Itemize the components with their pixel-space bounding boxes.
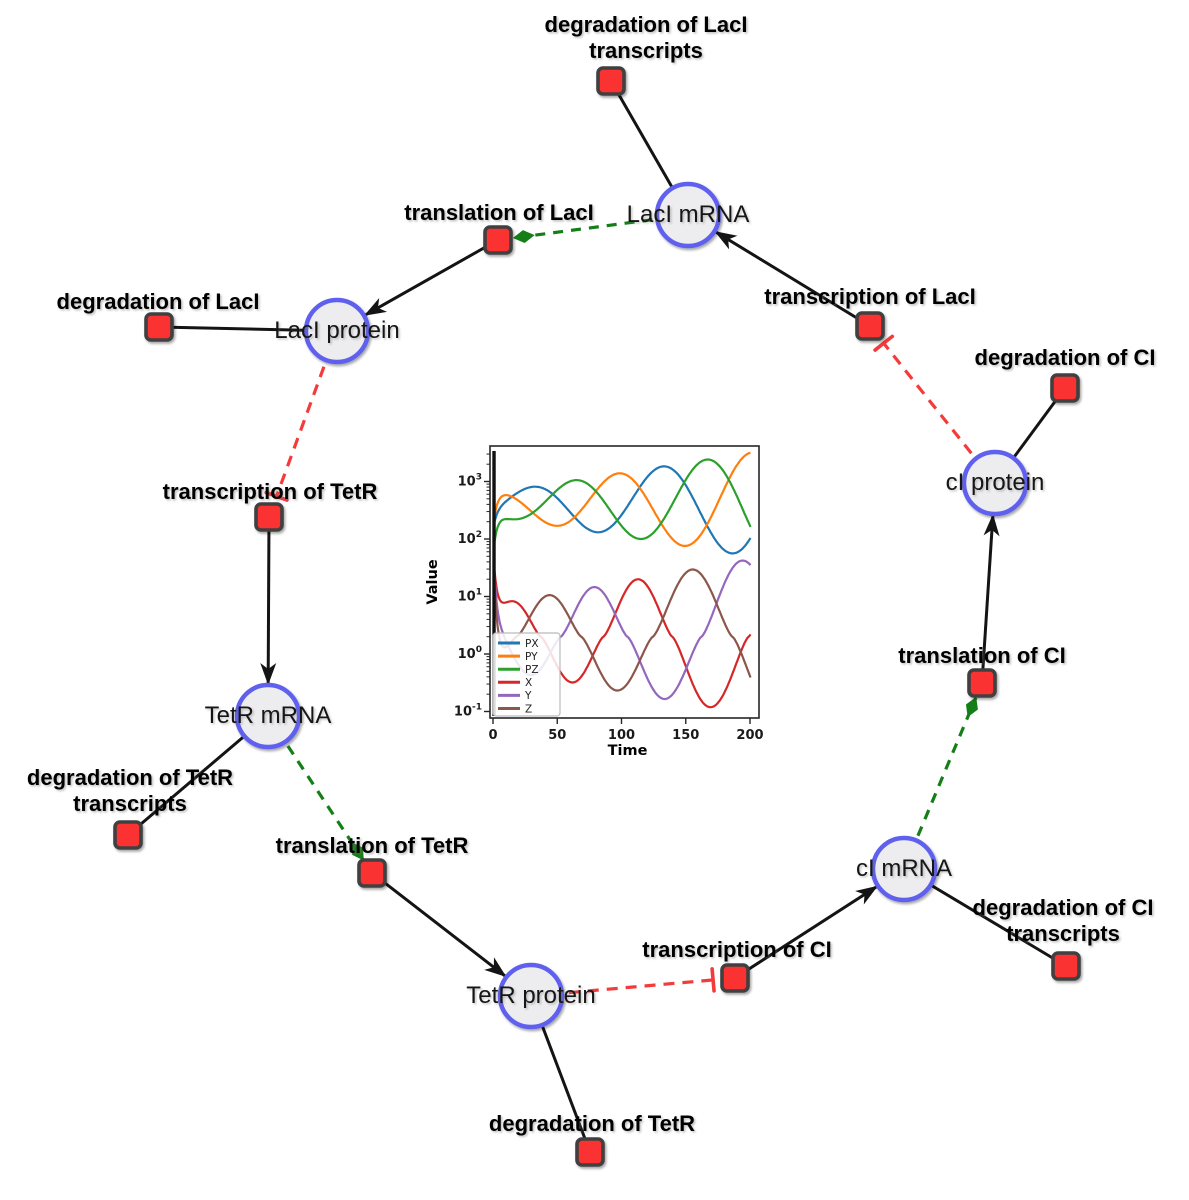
legend-entry: PZ	[525, 664, 539, 676]
y-axis-tick: 101	[458, 588, 482, 605]
reaction-node-transcription-laci[interactable]	[855, 311, 885, 341]
series-line-PX	[493, 465, 752, 555]
legend-entry: PY	[525, 651, 538, 663]
x-axis-label: Time	[608, 743, 648, 759]
series-line-PZ	[493, 458, 752, 543]
y-axis-tick: 10-1	[454, 703, 482, 720]
reaction-node-translation-ci[interactable]	[967, 668, 997, 698]
reaction-node-deg-tetr[interactable]	[575, 1137, 605, 1167]
reaction-node-deg-ci-tx[interactable]	[1051, 951, 1081, 981]
edge-modifier-laci-mrna-translation-laci	[512, 213, 689, 244]
edge-inhibition-tetr-protein-transcription-ci	[530, 967, 716, 998]
legend-entry: X	[525, 677, 532, 689]
reaction-node-deg-tetr-tx[interactable]	[113, 820, 143, 850]
reaction-node-deg-ci[interactable]	[1050, 373, 1080, 403]
y-axis-label: Value	[425, 559, 441, 605]
species-node-tetr-protein[interactable]	[497, 962, 565, 1030]
series-line-PY	[493, 451, 751, 547]
edge-production-translation-laci-laci-protein	[363, 238, 499, 317]
legend-entry: PX	[525, 638, 539, 650]
species-node-laci-mrna[interactable]	[654, 181, 722, 249]
reaction-node-deg-laci[interactable]	[144, 312, 174, 342]
reaction-node-transcription-tetr[interactable]	[254, 502, 284, 532]
reaction-node-translation-tetr[interactable]	[357, 858, 387, 888]
species-node-tetr-mrna[interactable]	[234, 682, 302, 750]
edge-modifier-ci-mrna-translation-ci	[902, 696, 978, 870]
x-axis-tick: 0	[488, 728, 497, 743]
species-node-ci-mrna[interactable]	[870, 835, 938, 903]
x-axis-tick: 100	[608, 728, 635, 743]
species-node-laci-protein[interactable]	[303, 297, 371, 365]
legend-entry: Z	[525, 703, 532, 715]
edge-production-transcription-ci-ci-mrna	[734, 885, 878, 980]
series-line-Z	[493, 568, 752, 692]
legend-entry: Y	[524, 690, 532, 702]
reaction-node-deg-laci-tx[interactable]	[596, 66, 626, 96]
reaction-node-translation-laci[interactable]	[483, 225, 513, 255]
edge-production-translation-tetr-tetr-protein	[371, 871, 507, 978]
x-axis-tick: 50	[548, 728, 566, 743]
edge-production-transcription-laci-laci-mrna	[714, 230, 871, 328]
reaction-node-transcription-ci[interactable]	[720, 963, 750, 993]
species-node-ci-protein[interactable]	[961, 449, 1029, 517]
y-axis-tick: 100	[458, 645, 482, 662]
edge-production-transcription-tetr-tetr-mrna	[260, 516, 277, 686]
y-axis-tick: 103	[458, 473, 482, 490]
x-axis-tick: 150	[672, 728, 699, 743]
edge-production-translation-ci-ci-protein	[980, 513, 1000, 684]
y-axis-tick: 102	[458, 530, 482, 547]
x-axis-tick: 200	[736, 728, 763, 743]
